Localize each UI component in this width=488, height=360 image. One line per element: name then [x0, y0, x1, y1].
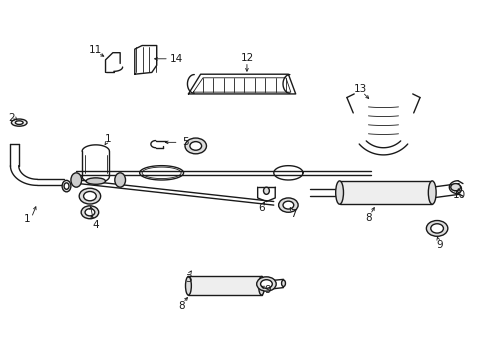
Text: 2: 2 — [8, 113, 15, 123]
Circle shape — [450, 184, 460, 191]
Text: 12: 12 — [240, 53, 253, 63]
Circle shape — [283, 201, 293, 209]
Text: 6: 6 — [258, 203, 264, 213]
Ellipse shape — [86, 178, 105, 184]
Circle shape — [426, 221, 447, 236]
Ellipse shape — [281, 280, 285, 287]
Ellipse shape — [115, 173, 125, 187]
Ellipse shape — [15, 121, 23, 125]
Ellipse shape — [71, 173, 81, 187]
Circle shape — [189, 141, 201, 150]
Text: 9: 9 — [435, 239, 442, 249]
Ellipse shape — [263, 187, 269, 194]
Text: 3: 3 — [185, 274, 191, 284]
Ellipse shape — [258, 276, 264, 295]
Text: 4: 4 — [92, 220, 99, 230]
Ellipse shape — [456, 185, 461, 193]
Circle shape — [81, 206, 99, 219]
Text: 10: 10 — [451, 190, 465, 200]
Text: 1: 1 — [104, 134, 111, 144]
Ellipse shape — [427, 181, 435, 204]
Circle shape — [85, 209, 95, 216]
Text: 13: 13 — [353, 84, 366, 94]
Text: 1: 1 — [24, 215, 31, 224]
Ellipse shape — [335, 181, 343, 204]
Ellipse shape — [11, 119, 27, 126]
Ellipse shape — [64, 183, 69, 189]
Text: 5: 5 — [182, 138, 188, 147]
Circle shape — [184, 138, 206, 154]
Circle shape — [278, 198, 298, 212]
Text: 11: 11 — [89, 45, 102, 55]
Bar — [188, 276, 261, 295]
Text: 14: 14 — [169, 54, 183, 64]
Ellipse shape — [185, 276, 191, 295]
Text: 8: 8 — [178, 301, 184, 311]
Ellipse shape — [62, 180, 71, 192]
Text: 7: 7 — [289, 209, 296, 219]
Bar — [339, 181, 431, 204]
Circle shape — [430, 224, 443, 233]
Circle shape — [260, 280, 272, 288]
Text: 8: 8 — [365, 213, 371, 222]
Text: 9: 9 — [264, 285, 271, 295]
Circle shape — [83, 192, 96, 201]
Circle shape — [256, 277, 276, 291]
Circle shape — [79, 188, 101, 204]
